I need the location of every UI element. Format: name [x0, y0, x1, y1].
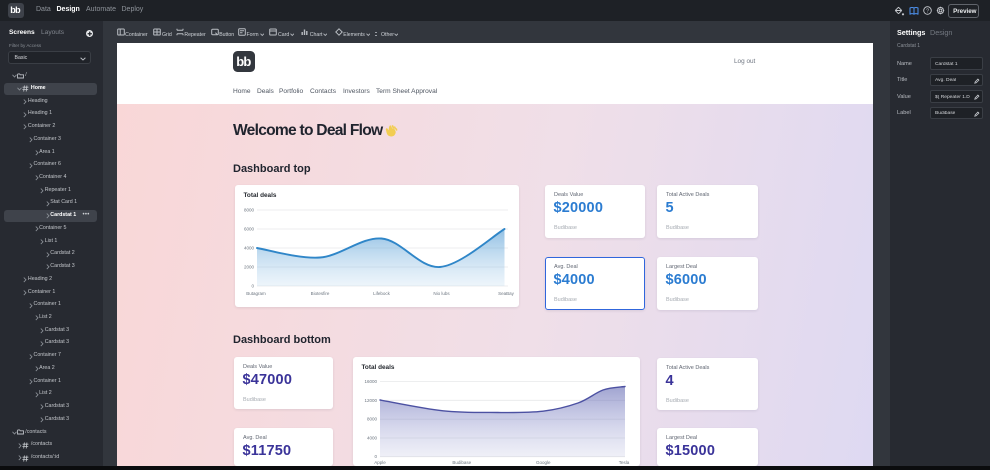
- svg-text:Tesla: Tesla: [619, 460, 630, 465]
- svg-text:12000: 12000: [364, 398, 377, 403]
- svg-text:?: ?: [925, 8, 928, 14]
- svg-text:0: 0: [251, 284, 254, 289]
- svg-text:SeaBay: SeaBay: [498, 291, 515, 296]
- svg-text:0: 0: [374, 454, 377, 459]
- svg-text:2000: 2000: [244, 265, 255, 270]
- svg-text:8000: 8000: [244, 208, 255, 213]
- svg-text:Lifebock: Lifebock: [373, 291, 391, 296]
- svg-text:Google: Google: [536, 460, 551, 465]
- svg-text:Butagram: Butagram: [246, 291, 266, 296]
- svg-text:Biotesfire: Biotesfire: [311, 291, 330, 296]
- svg-text:4000: 4000: [367, 436, 378, 441]
- svg-text:Nio lubs: Nio lubs: [433, 291, 450, 296]
- svg-text:Apple: Apple: [374, 460, 386, 465]
- svg-text:8000: 8000: [367, 417, 378, 422]
- svg-text:Budibase: Budibase: [452, 460, 471, 465]
- svg-text:6000: 6000: [244, 227, 255, 232]
- svg-text:4000: 4000: [244, 246, 255, 251]
- svg-text:16000: 16000: [364, 379, 377, 384]
